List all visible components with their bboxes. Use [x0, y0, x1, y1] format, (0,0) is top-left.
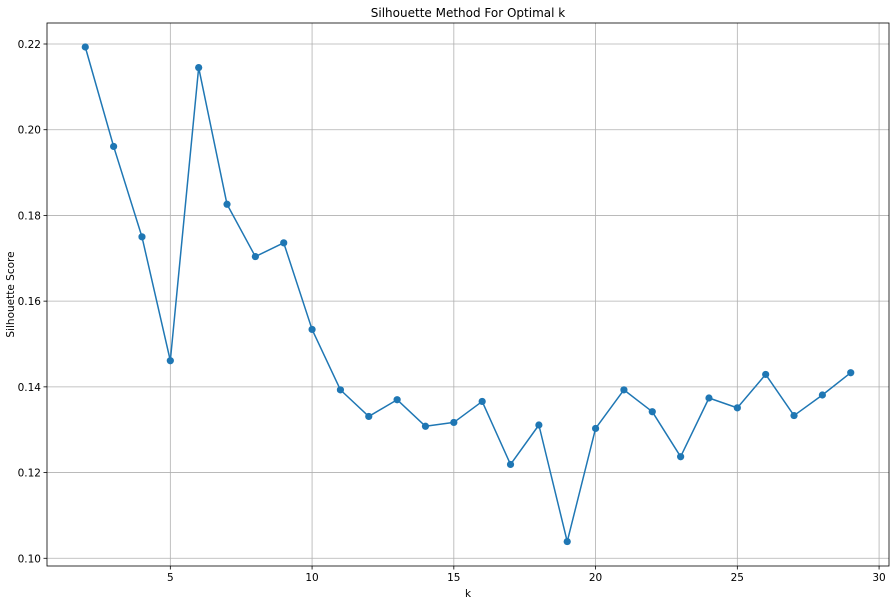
data-point — [138, 233, 146, 241]
data-point — [421, 422, 430, 430]
data-point — [506, 460, 515, 469]
y-tick-label: 0.16 — [18, 296, 42, 308]
data-point — [280, 239, 288, 247]
data-point — [450, 418, 458, 427]
y-tick-label: 0.20 — [18, 125, 41, 137]
x-axis-label: k — [465, 588, 472, 600]
data-point — [336, 386, 345, 394]
data-point — [591, 424, 600, 433]
x-tick-label: 20 — [589, 572, 602, 584]
axes-frame — [46, 22, 890, 567]
data-point — [790, 411, 798, 420]
data-point — [81, 43, 89, 51]
data-point — [110, 142, 118, 151]
y-tick-label: 0.18 — [18, 210, 41, 222]
data-point — [195, 63, 203, 72]
y-axis-ticks: 0.10 0.12 0.14 0.16 0.18 0.20 0.22 — [18, 39, 47, 565]
y-axis-label: Silhouette Score — [5, 251, 17, 337]
data-point — [705, 394, 713, 402]
data-point — [365, 412, 373, 421]
x-tick-label: 10 — [305, 572, 318, 584]
data-point — [251, 252, 259, 261]
plot-area — [46, 22, 890, 567]
y-tick-label: 0.12 — [18, 468, 41, 480]
data-point — [648, 408, 656, 416]
data-point — [847, 369, 855, 377]
x-tick-label: 30 — [872, 572, 885, 584]
data-point — [166, 357, 174, 365]
data-point — [535, 421, 543, 429]
x-axis-ticks: 5 10 15 20 25 30 — [167, 566, 886, 584]
x-tick-label: 15 — [447, 572, 460, 584]
y-tick-label: 0.10 — [18, 553, 41, 565]
series-layer — [81, 43, 855, 546]
data-point — [393, 396, 401, 404]
data-point — [563, 537, 571, 546]
data-point — [818, 391, 826, 399]
x-tick-label: 5 — [167, 572, 174, 584]
data-point — [308, 325, 316, 334]
data-point — [478, 397, 486, 406]
data-point — [762, 370, 770, 379]
grid-layer — [47, 23, 889, 566]
y-tick-label: 0.22 — [18, 39, 41, 51]
chart-title: Silhouette Method For Optimal k — [371, 6, 566, 20]
data-point — [677, 453, 685, 461]
data-point — [223, 200, 231, 208]
x-tick-label: 25 — [731, 572, 744, 584]
series-line — [84, 46, 852, 543]
data-point — [620, 386, 628, 394]
y-tick-label: 0.14 — [18, 382, 42, 394]
data-point — [733, 404, 741, 412]
